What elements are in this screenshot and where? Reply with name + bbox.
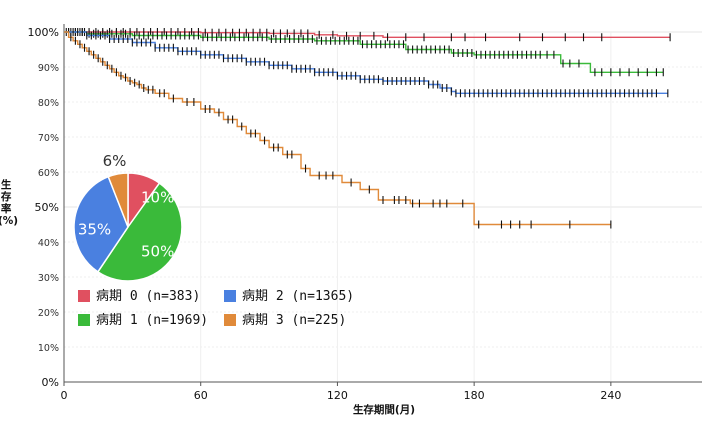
y-tick-label: 60%	[38, 168, 59, 179]
pie-slice-3	[107, 172, 129, 228]
series-2	[64, 28, 669, 98]
pie-label-3: 6%	[103, 152, 127, 170]
y-axis-ticks: 0% 10% 20% 30% 40% 50% 60% 70% 80% 90% 100%	[28, 26, 59, 389]
y-tick-label: 80%	[38, 98, 59, 109]
y-tick-label: 30%	[38, 273, 59, 284]
legend-label: 病期 2 (n=1365)	[242, 289, 354, 304]
legend-item-0: 病期 0 (n=383)	[78, 289, 200, 304]
y-tick-label: 20%	[38, 308, 59, 319]
pie-slice-1	[96, 182, 183, 282]
y-tick-label: 40%	[38, 238, 59, 249]
legend-item-1: 病期 1 (n=1969)	[78, 313, 208, 328]
y-axis-title: 生 存 率 (%)	[0, 178, 18, 227]
x-tick-label: 60	[194, 389, 208, 402]
legend-swatch	[78, 314, 90, 326]
pie-label-2: 35%	[78, 221, 111, 239]
y-tick-label: 70%	[38, 133, 59, 144]
legend-item-2: 病期 2 (n=1365)	[224, 289, 354, 304]
y-tick-label: 50%	[35, 201, 59, 214]
legend-label: 病期 0 (n=383)	[96, 289, 200, 304]
x-tick-label: 180	[464, 389, 485, 402]
legend-swatch	[78, 290, 90, 302]
survival-curve-1	[64, 31, 664, 73]
series-1	[64, 28, 664, 77]
y-tick-label: 10%	[38, 343, 59, 354]
y-tick-label: 100%	[28, 26, 59, 39]
pie-label-0: 10%	[141, 188, 174, 206]
series-0	[64, 28, 671, 42]
legend-label: 病期 3 (n=225)	[242, 313, 346, 328]
x-tick-label: 0	[61, 389, 68, 402]
x-tick-label: 240	[600, 389, 621, 402]
x-tick-label: 120	[327, 389, 348, 402]
y-axis-title-line-3: 率	[1, 202, 12, 215]
x-axis-ticks: 0 60 120 180 240	[61, 389, 622, 402]
legend-swatch	[224, 290, 236, 302]
series-3	[64, 31, 612, 229]
y-tick-label: 0%	[42, 376, 59, 389]
survival-curve-0	[64, 31, 671, 38]
y-axis-title-line-2: 存	[1, 190, 12, 203]
survival-curve-2	[64, 31, 668, 94]
legend: 病期 0 (n=383) 病期 1 (n=1969) 病期 2 (n=1365) 病期…	[78, 289, 354, 328]
pie-chart: 10% 50% 35% 6%	[73, 152, 183, 282]
legend-label: 病期 1 (n=1969)	[96, 313, 208, 328]
y-axis-title-line-1: 生	[1, 178, 12, 191]
survival-curves	[64, 28, 671, 229]
y-tick-label: 90%	[38, 63, 59, 74]
survival-curve-3	[64, 31, 611, 226]
y-axis-title-line-4: (%)	[0, 215, 18, 227]
pie-slice-2	[73, 175, 129, 273]
pie-label-1: 50%	[141, 242, 174, 260]
axes	[63, 24, 702, 386]
legend-item-3: 病期 3 (n=225)	[224, 313, 346, 328]
x-axis-title: 生存期間(月)	[353, 403, 415, 416]
legend-swatch	[224, 314, 236, 326]
